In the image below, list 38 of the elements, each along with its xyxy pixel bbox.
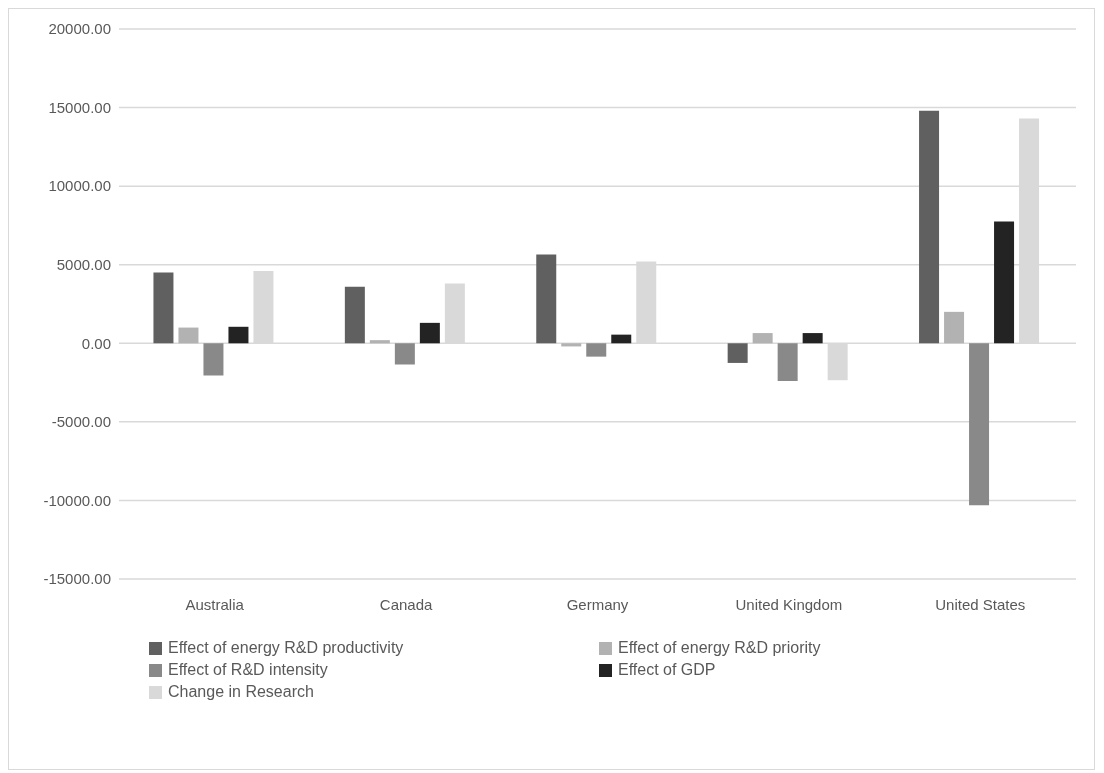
bar [153, 272, 174, 344]
x-tick-label: Canada [379, 595, 434, 613]
bar [394, 343, 415, 365]
x-tick-label: Australia [185, 595, 245, 613]
bar [178, 327, 199, 344]
bar [369, 340, 390, 344]
legend-label: Effect of energy R&D productivity [168, 639, 404, 657]
x-tick-label: Germany [566, 595, 629, 613]
legend-label: Effect of energy R&D priority [618, 639, 821, 657]
bar [228, 326, 249, 344]
x-tick-label: United Kingdom [735, 595, 843, 613]
y-tick-label: 10000.00 [48, 177, 111, 195]
y-tick-label: 0.00 [81, 334, 111, 352]
bar [802, 333, 823, 344]
bar [611, 334, 632, 344]
bar [419, 322, 440, 344]
y-tick-label: -5000.00 [51, 413, 111, 431]
y-tick-label: -10000.00 [43, 491, 111, 509]
bar [727, 343, 748, 363]
bar [561, 343, 582, 347]
bar [994, 221, 1015, 344]
legend-label: Effect of GDP [618, 661, 716, 679]
bar [203, 343, 224, 376]
y-tick-label: 20000.00 [48, 20, 111, 38]
legend-label: Effect of R&D intensity [168, 661, 328, 679]
bar [969, 343, 990, 506]
legend-label: Change in Research [168, 683, 314, 701]
bar [944, 311, 965, 344]
y-tick-label: -15000.00 [43, 570, 111, 588]
bar [919, 110, 940, 344]
bar [777, 343, 798, 381]
bar [752, 333, 773, 344]
bar [586, 343, 607, 357]
bar [536, 254, 557, 344]
x-tick-label: United States [935, 595, 1026, 613]
y-tick-label: 5000.00 [56, 256, 111, 274]
bar [344, 286, 365, 344]
y-tick-label: 15000.00 [48, 98, 111, 116]
